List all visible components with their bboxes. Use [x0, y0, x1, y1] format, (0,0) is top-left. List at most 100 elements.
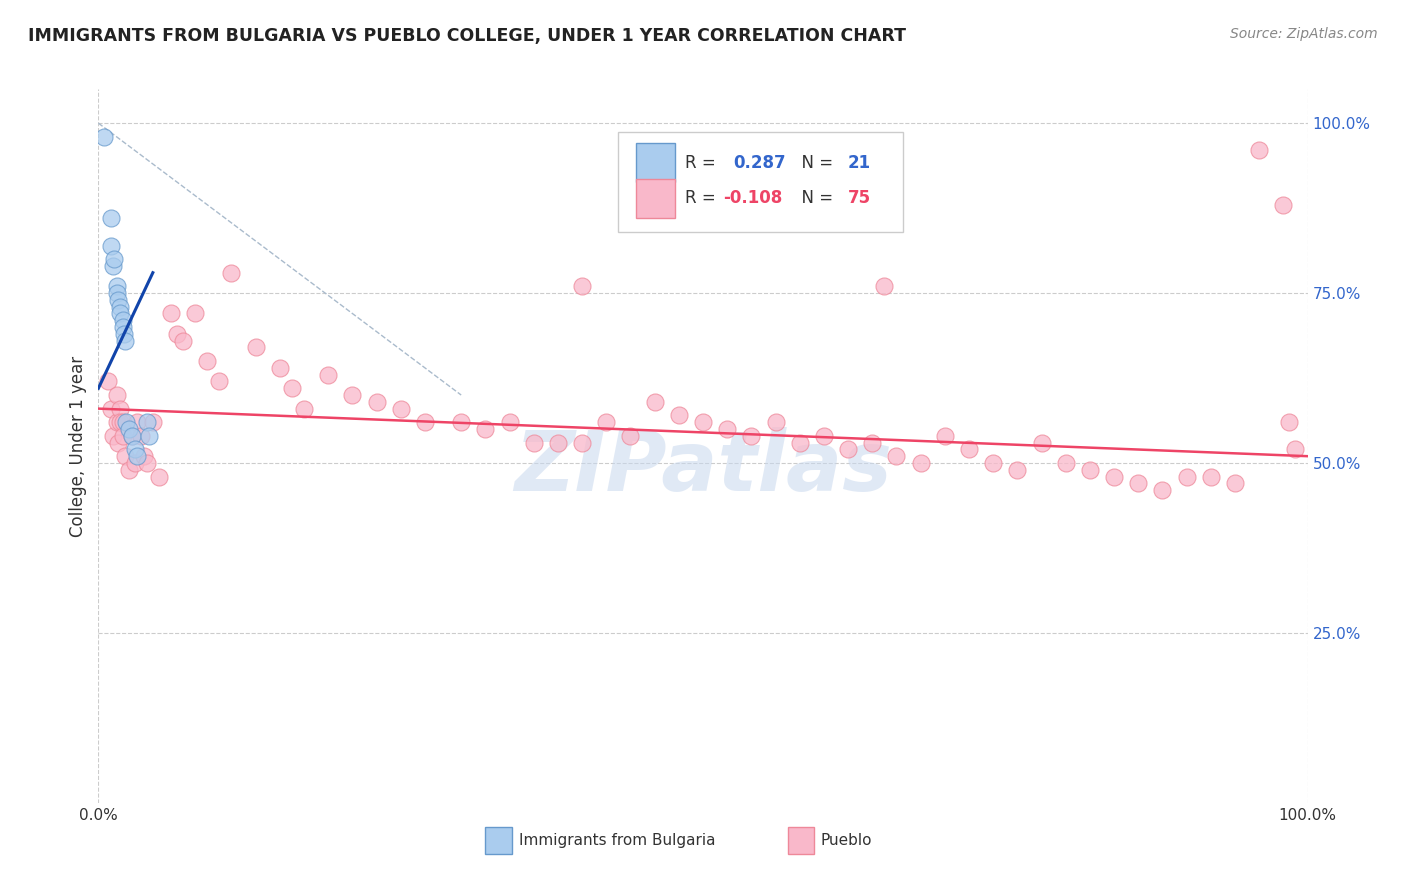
Point	[118, 463, 141, 477]
Point	[765, 415, 787, 429]
FancyBboxPatch shape	[637, 143, 675, 182]
Point	[101, 429, 124, 443]
Point	[1152, 483, 1174, 498]
Point	[127, 449, 149, 463]
Point	[837, 442, 859, 457]
Point	[118, 422, 141, 436]
Point	[860, 435, 883, 450]
Point	[886, 449, 908, 463]
Point	[114, 449, 136, 463]
Point	[523, 435, 546, 450]
Point	[138, 429, 160, 443]
Point	[813, 429, 835, 443]
Point	[101, 259, 124, 273]
Point	[1031, 435, 1053, 450]
Point	[124, 442, 146, 457]
Point	[957, 442, 980, 457]
Point	[873, 279, 896, 293]
Point	[668, 409, 690, 423]
FancyBboxPatch shape	[787, 827, 814, 855]
Point	[571, 279, 593, 293]
Text: Immigrants from Bulgaria: Immigrants from Bulgaria	[519, 833, 716, 848]
Point	[97, 375, 120, 389]
Point	[184, 306, 207, 320]
Point	[105, 388, 128, 402]
Point	[108, 401, 131, 416]
Point	[498, 415, 520, 429]
Point	[108, 415, 131, 429]
Point	[115, 415, 138, 429]
Point	[547, 435, 569, 450]
Point	[127, 415, 149, 429]
Point	[716, 422, 738, 436]
Point	[1278, 415, 1301, 429]
Text: -0.108: -0.108	[724, 189, 783, 207]
Point	[1199, 469, 1222, 483]
Y-axis label: College, Under 1 year: College, Under 1 year	[69, 355, 87, 537]
Point	[100, 211, 122, 226]
Point	[1284, 442, 1306, 457]
Text: N =: N =	[792, 189, 838, 207]
Point	[245, 341, 267, 355]
Text: ZIPatlas: ZIPatlas	[515, 427, 891, 508]
Point	[135, 456, 157, 470]
Point	[103, 252, 125, 266]
Point	[571, 435, 593, 450]
Text: R =: R =	[685, 189, 721, 207]
Point	[100, 238, 122, 252]
Text: N =: N =	[792, 153, 838, 171]
Point	[740, 429, 762, 443]
FancyBboxPatch shape	[619, 132, 903, 232]
Point	[129, 429, 152, 443]
Point	[111, 429, 134, 443]
Point	[389, 401, 412, 416]
Point	[789, 435, 811, 450]
Text: Source: ZipAtlas.com: Source: ZipAtlas.com	[1230, 27, 1378, 41]
Point	[1223, 476, 1246, 491]
Text: 21: 21	[848, 153, 872, 171]
Point	[111, 320, 134, 334]
Point	[1249, 144, 1271, 158]
Point	[142, 415, 165, 429]
Point	[105, 286, 128, 301]
Point	[692, 415, 714, 429]
Point	[107, 293, 129, 307]
Point	[1128, 476, 1150, 491]
Text: Pueblo: Pueblo	[820, 833, 872, 848]
Point	[1102, 469, 1125, 483]
Point	[269, 360, 291, 375]
Point	[981, 456, 1004, 470]
Point	[316, 368, 339, 382]
Point	[93, 129, 115, 144]
Point	[1007, 463, 1029, 477]
Point	[450, 415, 472, 429]
Point	[195, 354, 218, 368]
Point	[111, 415, 134, 429]
Point	[413, 415, 436, 429]
Point	[160, 306, 183, 320]
Point	[1175, 469, 1198, 483]
Point	[124, 456, 146, 470]
Point	[112, 326, 135, 341]
Text: 75: 75	[848, 189, 872, 207]
Text: IMMIGRANTS FROM BULGARIA VS PUEBLO COLLEGE, UNDER 1 YEAR CORRELATION CHART: IMMIGRANTS FROM BULGARIA VS PUEBLO COLLE…	[28, 27, 905, 45]
FancyBboxPatch shape	[485, 827, 512, 855]
Point	[111, 313, 134, 327]
Point	[595, 415, 617, 429]
Point	[134, 449, 156, 463]
Point	[1054, 456, 1077, 470]
Point	[221, 266, 243, 280]
Point	[910, 456, 932, 470]
Point	[644, 394, 666, 409]
Text: 0.287: 0.287	[734, 153, 786, 171]
Point	[1272, 198, 1295, 212]
Point	[107, 435, 129, 450]
Point	[342, 388, 364, 402]
Point	[208, 375, 231, 389]
Point	[366, 394, 388, 409]
FancyBboxPatch shape	[637, 178, 675, 218]
Point	[105, 415, 128, 429]
Point	[105, 279, 128, 293]
Point	[934, 429, 956, 443]
Point	[121, 429, 143, 443]
